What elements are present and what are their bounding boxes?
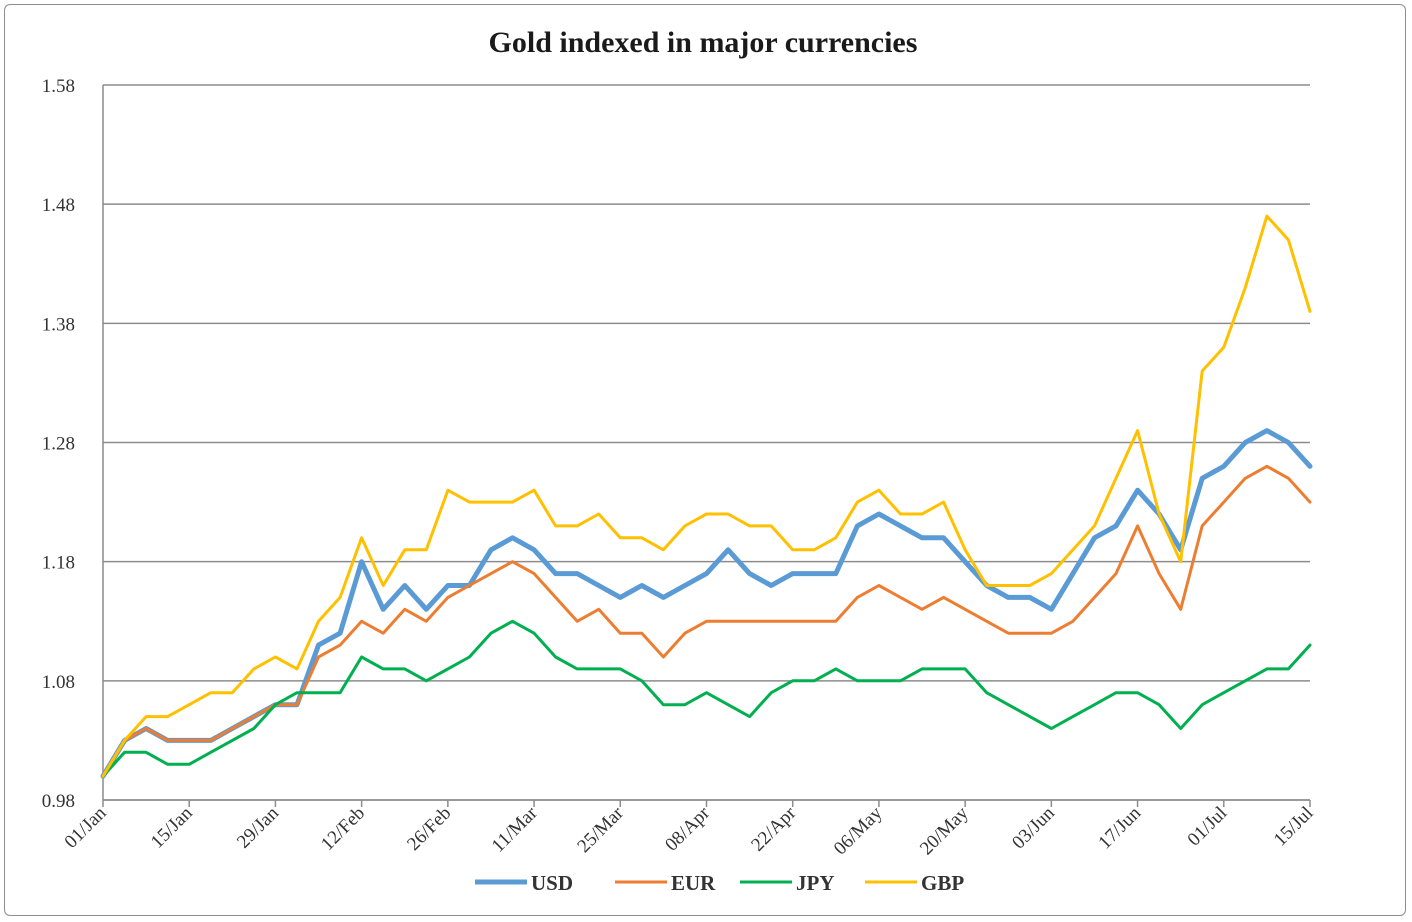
y-tick-labels: 0.98 1.08 1.18 1.28 1.38 1.48 1.58 [42, 76, 75, 812]
y-tick-label: 1.08 [42, 672, 75, 693]
x-tick-label: 29/Jan [233, 802, 283, 852]
legend-label-jpy: JPY [796, 871, 835, 895]
x-tick-label: 01/Jul [1184, 803, 1232, 851]
y-tick-label: 1.28 [42, 434, 75, 455]
y-tick-label: 1.58 [42, 76, 75, 97]
chart-frame [4, 4, 1406, 916]
x-tick-label: 08/Apr [661, 802, 714, 855]
legend-label-gbp: GBP [921, 871, 964, 895]
x-tick-label: 20/May [916, 802, 973, 859]
series-lines [100, 214, 1313, 779]
x-tick-label: 25/Mar [573, 802, 628, 857]
legend-label-eur: EUR [671, 871, 716, 895]
series-line-gbp [101, 214, 1312, 778]
series-line-jpy [101, 619, 1312, 778]
series-line-eur [101, 464, 1312, 778]
x-tick-label: 17/Jun [1094, 802, 1145, 853]
x-tick-label: 15/Jan [147, 802, 197, 852]
x-tick-label: 11/Mar [488, 802, 542, 856]
y-tick-label: 1.48 [42, 195, 75, 216]
x-tick-label: 03/Jun [1008, 802, 1059, 853]
x-tick-label: 12/Feb [317, 803, 369, 855]
y-tick-label: 0.98 [42, 791, 75, 812]
series-line-usd [100, 428, 1313, 779]
y-tick-label: 1.18 [42, 553, 75, 574]
x-tick-label: 06/May [830, 802, 887, 859]
legend-label-usd: USD [531, 871, 573, 895]
x-tick-label: 22/Apr [747, 802, 800, 855]
chart-title: Gold indexed in major currencies [489, 26, 918, 59]
y-tick-label: 1.38 [42, 314, 75, 335]
legend: USD EUR JPY GBP [475, 871, 964, 895]
x-tick-label: 26/Feb [403, 803, 455, 855]
x-tick-labels: 01/Jan 15/Jan 29/Jan 12/Feb 26/Feb 11/Mar 25/M… [61, 800, 1318, 859]
x-tick-label: 15/Jul [1270, 803, 1318, 851]
